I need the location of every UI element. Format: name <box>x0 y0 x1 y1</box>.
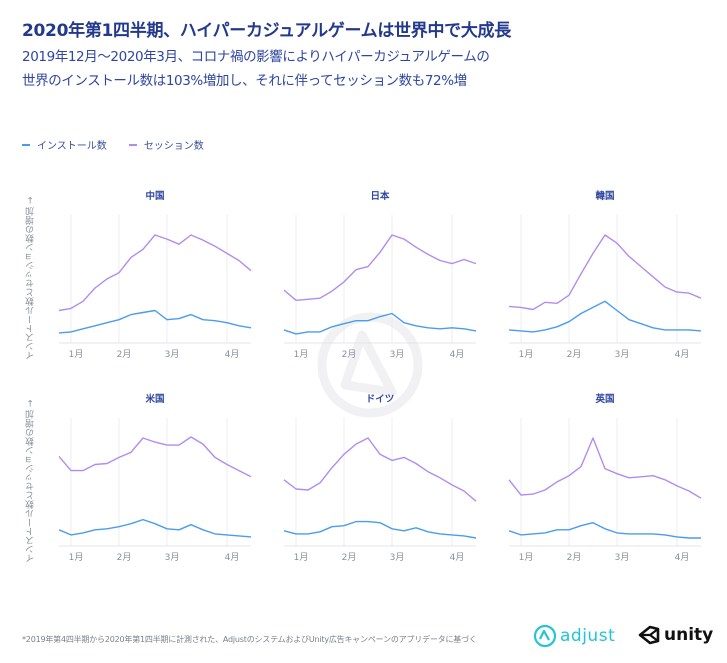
subtitle-line-2: 世界のインストール数は103%増加し、それに伴ってセッション数も72%増 <box>22 73 467 89</box>
footnote: *2019年第4四半期から2020年第1四半期に計測された、Adjustのシステ… <box>22 635 477 644</box>
unity-logo: unity <box>638 624 713 646</box>
chart-title: ドイツ <box>366 394 395 405</box>
x-tick-label: 2月 <box>567 552 582 563</box>
x-tick-label: 4月 <box>675 552 690 563</box>
page-title: 2020年第1四半期、ハイパーカジュアルゲームは世界中で大成長 <box>22 21 511 41</box>
legend-label-installs: インストール数 <box>37 141 107 152</box>
chart-panel: 韓国 1月 2月 3月 4月 <box>508 190 702 360</box>
x-tick-label: 2月 <box>342 552 357 563</box>
installs-line <box>58 518 252 538</box>
x-tick-label: 4月 <box>450 552 465 563</box>
chart-title: 韓国 <box>595 190 614 202</box>
legend-label-sessions: セッション数 <box>143 141 204 152</box>
unity-logo-text: unity <box>664 625 714 645</box>
chart-title: 日本 <box>370 190 390 202</box>
installs-line <box>508 300 702 333</box>
legend-swatch-sessions <box>128 143 137 146</box>
sessions-line <box>508 437 702 499</box>
x-tick-label: 3月 <box>390 552 405 563</box>
x-tick-label: 1月 <box>519 552 534 563</box>
installs-line <box>283 312 477 335</box>
x-tick-label: 2月 <box>117 552 132 563</box>
x-tick-label: 4月 <box>675 349 690 360</box>
x-tick-label: 4月 <box>225 552 240 563</box>
adjust-logo: adjust <box>533 624 615 648</box>
installs-line <box>283 520 477 539</box>
chart-panel: 中国 1月 2月 3月 4月 <box>58 190 252 360</box>
x-tick-label: 3月 <box>390 349 405 360</box>
unity-logo-icon <box>638 625 660 645</box>
chart-title: 米国 <box>144 393 164 405</box>
page-subtitle: 2019年12月〜2020年3月、コロナ禍の影響によりハイパーカジュアルゲームの… <box>22 45 490 93</box>
subtitle-line-1: 2019年12月〜2020年3月、コロナ禍の影響によりハイパーカジュアルゲームの <box>22 49 490 65</box>
adjust-logo-text: adjust <box>560 626 616 646</box>
sessions-line <box>58 234 252 312</box>
x-tick-label: 2月 <box>117 349 132 360</box>
x-tick-label: 3月 <box>165 552 180 563</box>
sessions-line <box>283 437 477 502</box>
x-tick-label: 2月 <box>342 349 357 360</box>
x-tick-label: 1月 <box>69 349 84 360</box>
x-tick-label: 3月 <box>165 349 180 360</box>
x-tick-label: 3月 <box>615 349 630 360</box>
legend-swatch-installs <box>22 143 30 146</box>
x-tick-label: 1月 <box>519 349 534 360</box>
chart-panel: 日本 1月 2月 3月 4月 <box>283 190 477 360</box>
legend: インストール数 セッション数 <box>22 137 204 152</box>
x-tick-label: 4月 <box>450 349 465 360</box>
installs-line <box>508 522 701 539</box>
chart-panel: ドイツ 1月 2月 3月 4月 <box>283 394 477 563</box>
legend-item-installs: インストール数 <box>22 137 107 152</box>
sessions-line <box>508 234 702 311</box>
installs-line <box>58 309 252 334</box>
watermark-logo-icon <box>317 312 423 418</box>
chart-title: 英国 <box>595 393 614 405</box>
x-tick-label: 1月 <box>294 349 309 360</box>
chart-panel: 英国 1月 2月 3月 4月 <box>508 393 702 563</box>
x-tick-label: 3月 <box>615 552 630 563</box>
adjust-logo-icon <box>533 624 557 648</box>
x-tick-label: 1月 <box>294 552 309 563</box>
sessions-line <box>283 234 477 301</box>
x-tick-label: 4月 <box>225 349 240 360</box>
x-tick-label: 1月 <box>69 552 84 563</box>
sessions-line <box>58 436 252 478</box>
chart-panel: 米国 1月 2月 3月 4月 <box>58 393 252 563</box>
x-tick-label: 2月 <box>567 349 582 360</box>
legend-item-sessions: セッション数 <box>128 137 204 152</box>
chart-title: 中国 <box>145 190 164 202</box>
